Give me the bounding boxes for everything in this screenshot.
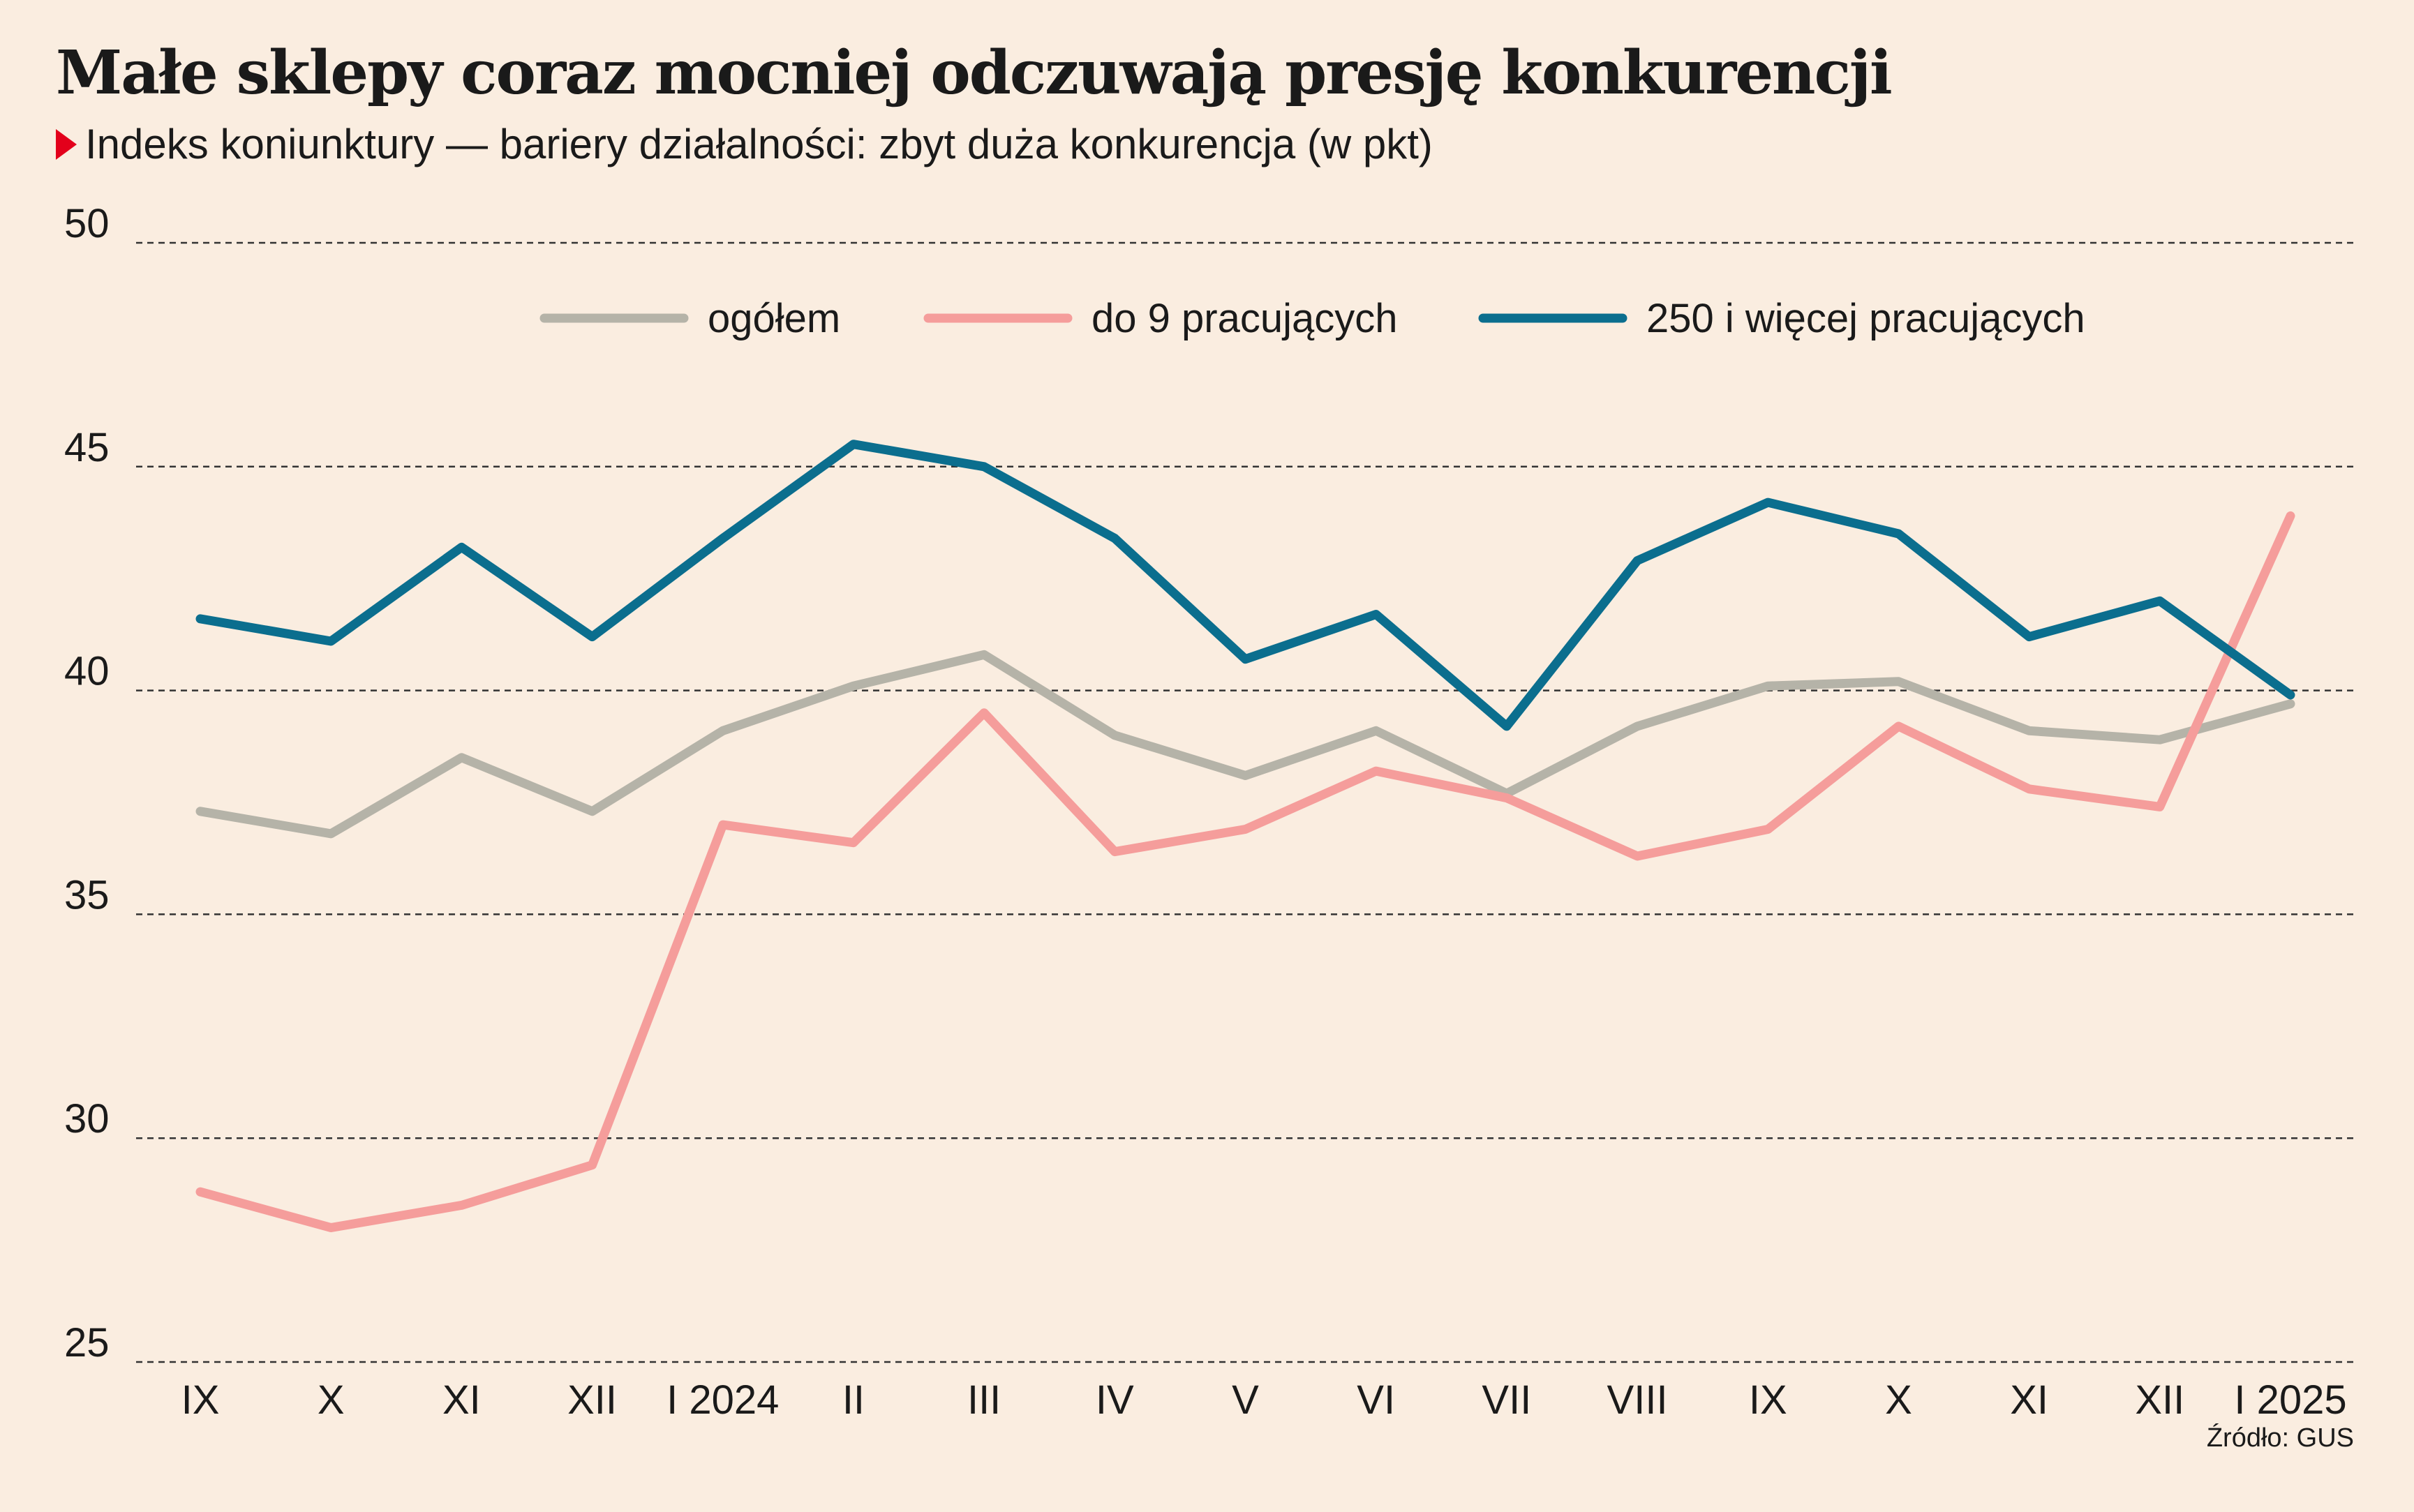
- x-tick-label: XII: [567, 1377, 617, 1423]
- x-tick-label: VII: [1482, 1377, 1531, 1423]
- x-tick-label: IX: [1749, 1377, 1787, 1423]
- x-tick-label: III: [967, 1377, 1001, 1423]
- y-tick-label: 50: [64, 201, 110, 246]
- x-tick-label: X: [1885, 1377, 1912, 1423]
- x-tick-label: X: [318, 1377, 345, 1423]
- legend-label-1: do 9 pracujących: [1091, 296, 1397, 341]
- source-note: Źródło: GUS: [2206, 1423, 2354, 1453]
- y-tick-label: 30: [64, 1096, 110, 1142]
- x-tick-label: VI: [1357, 1377, 1395, 1423]
- y-tick-label: 40: [64, 649, 110, 694]
- chart-subtitle-text: Indeks koniunktury — bariery działalnośc…: [85, 121, 1433, 167]
- y-tick-label: 45: [64, 425, 110, 470]
- x-tick-label: VIII: [1607, 1377, 1668, 1423]
- x-axis-ticks: IX X XI XII I 2024 II III IV V VI VII VIII IX X XI XII I…: [181, 1377, 2347, 1423]
- series-line-2: [195, 440, 2295, 731]
- series-layer: [195, 440, 2295, 1232]
- chart-subtitle: Indeks koniunktury — bariery działalnośc…: [56, 121, 1433, 167]
- legend-label-0: ogółem: [708, 296, 840, 341]
- x-tick-label: I 2025: [2234, 1377, 2346, 1423]
- legend: ogółem do 9 pracujących 250 i więcej pracu…: [539, 296, 2085, 341]
- grid-layer: [136, 241, 2355, 1363]
- y-axis-ticks: 25 30 35 40 45 50: [64, 201, 110, 1365]
- chart-title: Małe sklepy coraz mocniej odczuwają pres…: [56, 38, 1893, 108]
- x-tick-label: II: [842, 1377, 865, 1423]
- y-tick-label: 25: [64, 1320, 110, 1365]
- x-tick-label: IX: [181, 1377, 220, 1423]
- x-tick-label: XI: [2010, 1377, 2048, 1423]
- x-tick-label: IV: [1096, 1377, 1134, 1423]
- x-tick-label: XII: [2135, 1377, 2184, 1423]
- x-tick-label: V: [1232, 1377, 1259, 1423]
- triangle-marker-icon: [56, 129, 77, 160]
- series-line-1: [195, 511, 2295, 1232]
- x-tick-label: I 2024: [666, 1377, 779, 1423]
- x-tick-label: XI: [442, 1377, 481, 1423]
- y-tick-label: 35: [64, 872, 110, 918]
- series-line-0: [195, 650, 2295, 839]
- legend-label-2: 250 i więcej pracujących: [1646, 296, 2085, 341]
